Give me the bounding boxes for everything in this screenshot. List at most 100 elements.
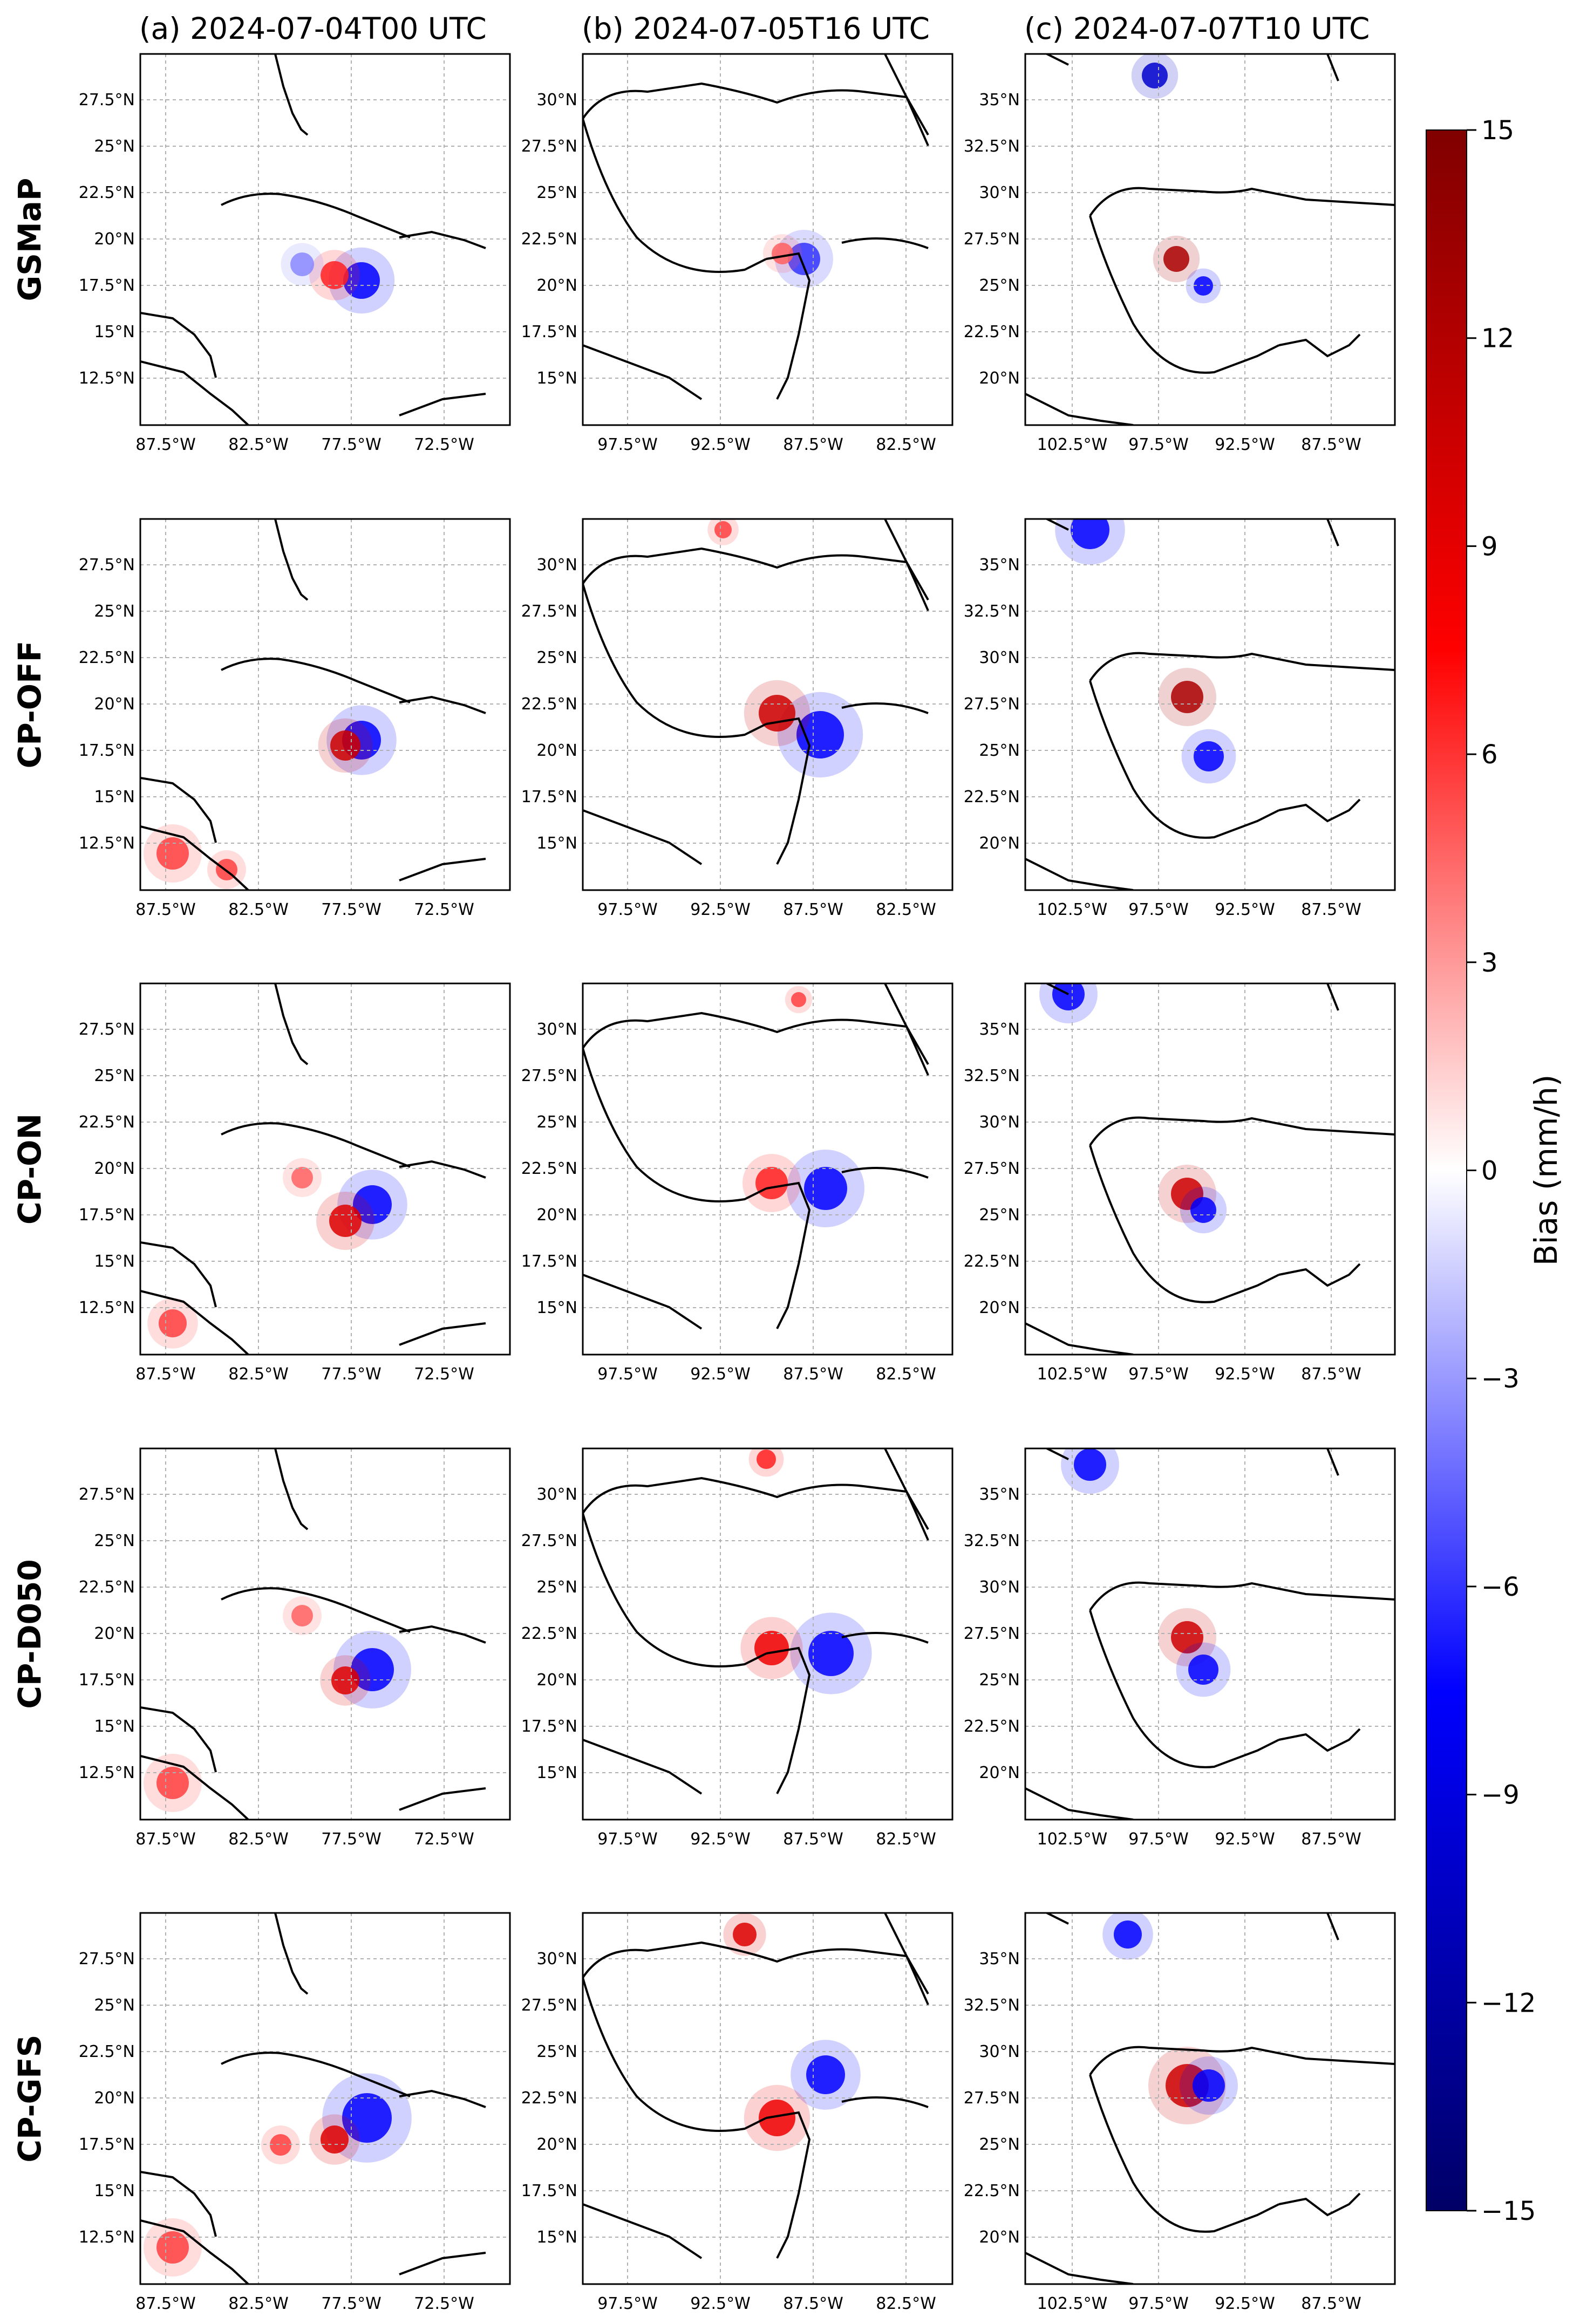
coastline xyxy=(1089,1610,1279,1768)
colorbar-tick-label: 12 xyxy=(1481,324,1514,354)
coastline xyxy=(884,1448,929,1541)
coastline xyxy=(140,1706,217,1773)
coastline xyxy=(1046,1913,1069,1925)
coastline xyxy=(1089,2074,1279,2233)
coastline xyxy=(1046,1448,1069,1460)
coastline xyxy=(841,1632,929,1644)
coastline xyxy=(583,583,767,738)
bias-cell xyxy=(331,1666,359,1694)
map-panel: 97.5°W 92.5°W 87.5°W 82.5°W 30°N 27.5°N 25°N 22… xyxy=(521,1447,953,1849)
lat-tick-label: 25°N xyxy=(536,648,577,667)
panel-content xyxy=(140,1448,510,1820)
panel-background xyxy=(1025,54,1395,425)
panel-frame xyxy=(139,982,511,1356)
lat-tick-label: 27.5°N xyxy=(79,1020,135,1039)
coastline xyxy=(583,82,929,135)
coastline xyxy=(766,1181,811,1329)
lat-tick-label: 20°N xyxy=(979,1298,1020,1317)
row-label: CP-GFS xyxy=(11,2034,48,2162)
lon-tick-label: 92.5°W xyxy=(1215,900,1275,919)
lat-tick-label: 17.5°N xyxy=(79,2135,135,2154)
colorbar-tick-label: −12 xyxy=(1481,1988,1536,2018)
coastline xyxy=(140,1290,249,1355)
lat-tick-label: 22.5°N xyxy=(964,323,1020,341)
lon-tick-label: 87.5°W xyxy=(783,900,843,919)
bias-cell xyxy=(159,1309,187,1337)
lat-tick-label: 32.5°N xyxy=(964,137,1020,156)
bias-cell xyxy=(791,992,806,1007)
panel-content xyxy=(1025,1448,1395,1820)
lon-tick-label: 92.5°W xyxy=(1215,435,1275,454)
panel-content xyxy=(583,983,952,1355)
bias-cell xyxy=(156,1767,189,1799)
coastline xyxy=(1089,1116,1395,1146)
lat-tick-label: 17.5°N xyxy=(79,1206,135,1225)
bias-cell xyxy=(806,2055,845,2094)
bias-cell xyxy=(1171,681,1203,713)
lat-tick-label: 12.5°N xyxy=(79,2228,135,2247)
lat-tick-label: 17.5°N xyxy=(521,2182,577,2200)
lat-tick-label: 30°N xyxy=(979,1113,1020,1132)
lat-tick-label: 27.5°N xyxy=(521,1996,577,2015)
bias-cell xyxy=(1188,1655,1218,1685)
lon-tick-label: 97.5°W xyxy=(1128,1830,1188,1849)
lat-tick-label: 27.5°N xyxy=(521,1532,577,1550)
bias-cell xyxy=(1163,246,1189,272)
colorbar-tick-label: 9 xyxy=(1481,531,1498,562)
lon-tick-label: 92.5°W xyxy=(690,2294,750,2313)
lat-tick-label: 22.5°N xyxy=(964,1252,1020,1271)
map-panel: 97.5°W 92.5°W 87.5°W 82.5°W 30°N 27.5°N 25°N 22… xyxy=(521,518,953,919)
coastline xyxy=(274,983,309,1065)
lat-tick-label: 30°N xyxy=(536,556,577,575)
coastline xyxy=(140,1241,217,1308)
lat-tick-label: 35°N xyxy=(979,1950,1020,1968)
lat-tick-label: 27.5°N xyxy=(521,602,577,621)
lat-tick-label: 35°N xyxy=(979,1485,1020,1504)
column-title: (b) 2024-07-05T16 UTC xyxy=(582,11,930,46)
lat-tick-label: 30°N xyxy=(979,2042,1020,2061)
lat-tick-label: 32.5°N xyxy=(964,1067,1020,1085)
panel-frame xyxy=(139,53,511,426)
lat-tick-label: 22.5°N xyxy=(521,1624,577,1643)
lat-tick-label: 22.5°N xyxy=(79,183,135,202)
bias-cell xyxy=(754,1631,789,1665)
map-panel: 102.5°W 97.5°W 92.5°W 87.5°W 35°N 32.5°N 30°N 2… xyxy=(964,1447,1396,1849)
lon-tick-label: 77.5°W xyxy=(321,2294,381,2313)
coastline xyxy=(274,1448,309,1530)
lon-tick-label: 82.5°W xyxy=(228,1365,288,1384)
lon-tick-label: 92.5°W xyxy=(690,435,750,454)
coastline xyxy=(140,312,217,378)
row-label: GSMaP xyxy=(11,178,48,302)
colorbar-gradient xyxy=(1426,129,1467,2211)
coastline xyxy=(841,2096,929,2108)
colorbar-tick-label: 3 xyxy=(1481,948,1498,978)
coastline xyxy=(140,777,217,843)
coastline xyxy=(274,54,309,136)
map-panel: 102.5°W 97.5°W 92.5°W 87.5°W 35°N 32.5°N 30°N 2… xyxy=(964,982,1396,1384)
coastline xyxy=(583,1977,767,2132)
panel-frame xyxy=(582,518,953,891)
lat-tick-label: 22.5°N xyxy=(79,1113,135,1132)
map-panel: 87.5°W 82.5°W 77.5°W 72.5°W 27.5°N 25°N 22.5°N… xyxy=(79,982,511,1384)
lon-tick-label: 82.5°W xyxy=(876,1830,936,1849)
coastline xyxy=(766,1646,811,1794)
coastline xyxy=(583,1048,767,1202)
lon-tick-label: 97.5°W xyxy=(1128,1365,1188,1384)
coastline xyxy=(583,547,929,600)
panel-content xyxy=(583,54,952,425)
column-title: (a) 2024-07-04T00 UTC xyxy=(139,11,487,46)
lon-tick-label: 82.5°W xyxy=(876,2294,936,2313)
colorbar-tick-label: 15 xyxy=(1481,115,1514,146)
lon-tick-label: 87.5°W xyxy=(783,1365,843,1384)
lon-tick-label: 87.5°W xyxy=(135,1365,195,1384)
map-panel: 97.5°W 92.5°W 87.5°W 82.5°W 30°N 27.5°N 25°N 22… xyxy=(521,53,953,454)
lat-tick-label: 17.5°N xyxy=(521,323,577,341)
panel-content xyxy=(1025,1913,1395,2284)
bias-cell xyxy=(755,1167,788,1199)
coastline xyxy=(583,809,703,865)
colorbar-label: Bias (mm/h) xyxy=(1528,1075,1564,1266)
lat-tick-label: 20°N xyxy=(536,1206,577,1225)
coastline xyxy=(841,1167,929,1179)
lat-tick-label: 25°N xyxy=(94,1067,135,1085)
coastline xyxy=(1326,519,1339,546)
